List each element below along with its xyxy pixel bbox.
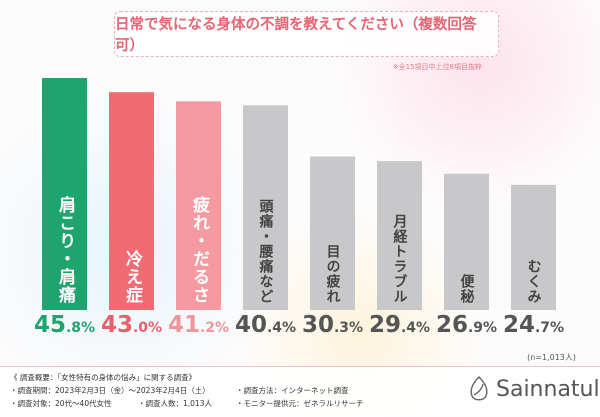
bar-category-label: 便秘 (458, 274, 475, 304)
bar-4 (243, 105, 288, 310)
bar-category-label: むくみ (525, 259, 542, 304)
bar-value-label: 40.4% (234, 312, 297, 338)
bar-category-label: 冷え症 (122, 250, 142, 304)
bar-5 (310, 156, 355, 310)
bar-7 (444, 173, 489, 310)
footer-period: ・調査期間：2023年2月3日（金）～2023年2月4日（土） (10, 386, 210, 395)
footer-count: ・調査人数：1,013人 (138, 399, 212, 408)
bar-category-label: 肩こり・肩痛 (55, 196, 75, 304)
bar-category-label: 頭痛・腰痛など (257, 199, 274, 304)
survey-footer: 《 調査概要：「女性特有の身体の悩み」に関する調査》 ・調査期間：2023年2月… (0, 366, 600, 417)
bar-value-label: 26.9% (435, 312, 498, 338)
bar-2 (109, 92, 154, 310)
footer-heading: 《 調査概要：「女性特有の身体の悩み」に関する調査》 (10, 373, 197, 382)
chart-title-box: 日常で気になる身体の不調を教えてください（複数回答可） (114, 11, 499, 57)
footer-target: ・調査対象：20代～40代女性 (10, 399, 112, 408)
bar-value-label: 24.7% (502, 312, 565, 338)
bar-value-label: 30.3% (301, 312, 364, 338)
bar-3 (176, 101, 221, 311)
bar-category-label: 疲れ・だるさ (189, 196, 209, 304)
brand-name: Sainnatul (496, 376, 600, 402)
bar-6 (377, 161, 422, 310)
bar-value-label: 41.2% (167, 312, 230, 338)
bar-value-label: 43.0% (100, 312, 163, 338)
bar-value-label: 29.4% (368, 312, 431, 338)
leaf-drop-icon (470, 376, 488, 401)
bar-8 (511, 184, 556, 310)
bar-category-label: 目の疲れ (324, 244, 341, 304)
bar-category-label: 月経トラブル (391, 214, 408, 304)
footer-provider: ・モニター提供元：ゼネラルリサーチ (236, 399, 364, 408)
bar-1 (42, 78, 87, 310)
sample-size: (n=1,013人) (527, 353, 576, 362)
footer-method: ・調査方法：インターネット調査 (236, 386, 349, 395)
chart-note: ※全15項目中上位8項目抜粋 (392, 63, 482, 71)
bar-value-label: 45.8% (33, 312, 96, 338)
chart-title: 日常で気になる身体の不調を教えてください（複数回答可） (115, 17, 477, 54)
brand-logo: Sainnatul (468, 375, 600, 403)
